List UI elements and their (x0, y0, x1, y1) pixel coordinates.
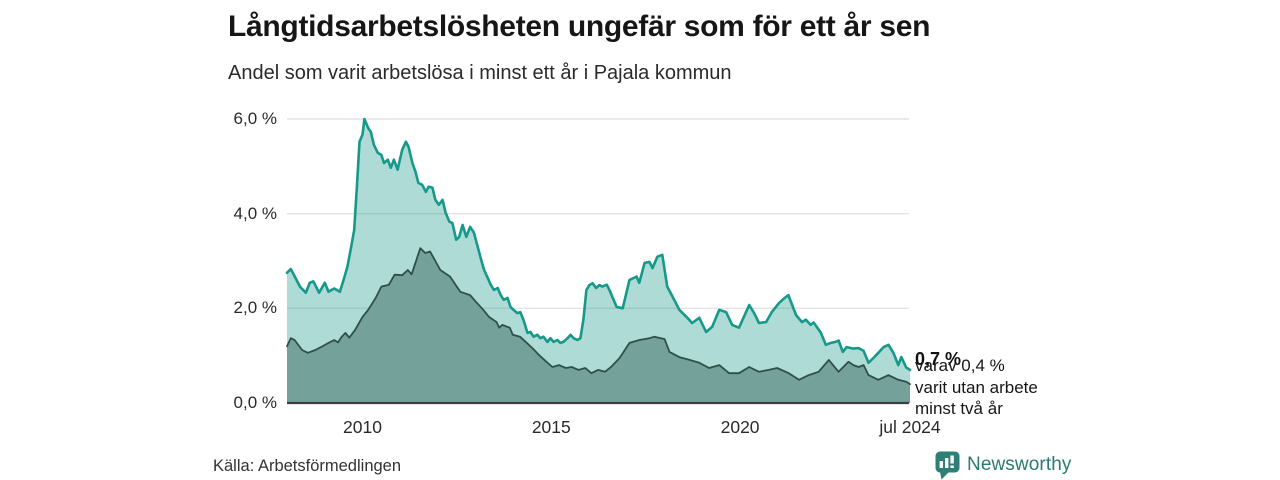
x-tick-label: 2015 (531, 417, 571, 437)
x-tick-label: 2020 (720, 417, 760, 437)
y-tick-label: 4,0 % (233, 203, 277, 223)
breakdown-annotation: varav 0,4 % varit utan arbete minst två … (915, 355, 1038, 420)
brand-name: Newsworthy (967, 454, 1072, 475)
latest-value-label: 0,7 % (915, 349, 962, 369)
newsworthy-logo-icon (935, 451, 960, 479)
breakdown-line-2: varit utan arbete (915, 377, 1038, 397)
y-tick-label: 2,0 % (233, 298, 277, 318)
brand-logo: Newsworthy (935, 451, 1071, 479)
area-fill-series-2 (287, 248, 910, 403)
chart-subtitle: Andel som varit arbetslösa i minst ett å… (228, 62, 732, 84)
x-tick-label: jul 2024 (879, 417, 941, 437)
chart-title: Långtidsarbetslösheten ungefär som för e… (228, 10, 931, 43)
line-series-2 (286, 247, 911, 385)
breakdown-line-3: minst två år (915, 399, 1003, 418)
y-tick-label: 0,0 % (233, 393, 277, 412)
x-tick-label: 2010 (343, 417, 382, 437)
line-series-1 (285, 117, 912, 372)
source-note: Källa: Arbetsförmedlingen (213, 457, 402, 475)
breakdown-line-1: varav 0,4 % (915, 356, 1005, 375)
y-tick-label: 6,0 % (233, 109, 277, 128)
